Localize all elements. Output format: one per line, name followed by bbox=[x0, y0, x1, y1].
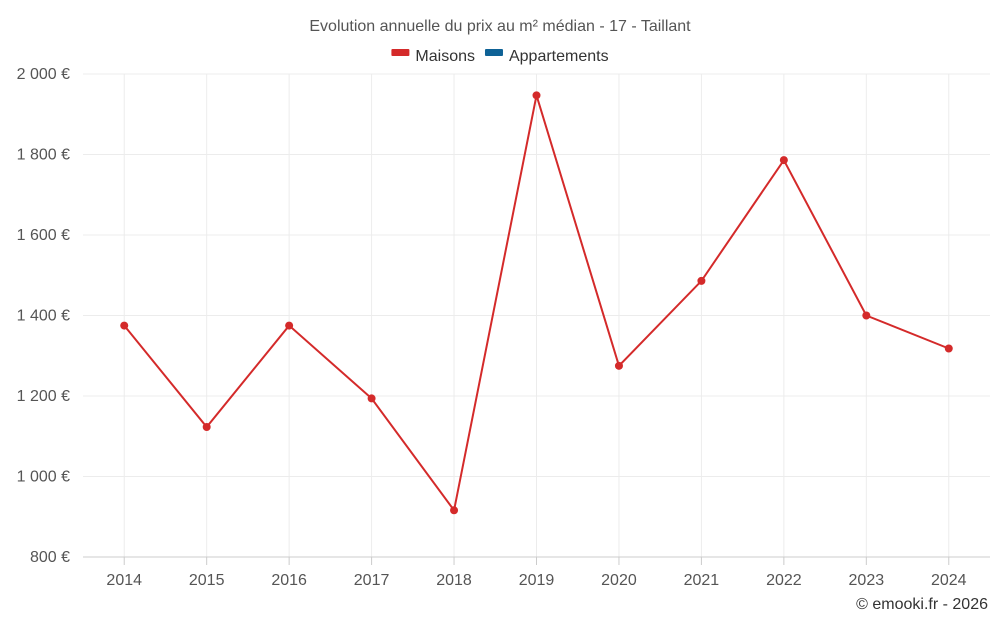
legend: Maisons Appartements bbox=[391, 48, 609, 65]
y-axis: 800 € 1 000 € 1 200 € 1 400 € 1 600 € 1 800 €… bbox=[17, 66, 70, 566]
legend-item-maisons[interactable]: Maisons bbox=[391, 48, 475, 65]
data-point[interactable] bbox=[285, 321, 294, 330]
data-point[interactable] bbox=[532, 91, 541, 100]
legend-swatch bbox=[391, 49, 410, 56]
x-tick-label: 2015 bbox=[189, 572, 225, 589]
y-tick-label: 2 000 € bbox=[17, 66, 70, 83]
legend-label: Maisons bbox=[415, 48, 475, 65]
x-tick-label: 2023 bbox=[849, 572, 885, 589]
y-tick-label: 1 200 € bbox=[17, 388, 70, 405]
data-point[interactable] bbox=[862, 311, 871, 320]
y-tick-label: 1 000 € bbox=[17, 469, 70, 486]
x-axis: 2014 2015 2016 2017 2018 2019 2020 2021 2022 2023… bbox=[83, 556, 990, 589]
series-layer bbox=[120, 91, 953, 515]
data-point[interactable] bbox=[614, 361, 623, 370]
data-point[interactable] bbox=[367, 394, 376, 403]
x-tick-label: 2024 bbox=[931, 572, 967, 589]
data-point[interactable] bbox=[450, 506, 459, 515]
data-point[interactable] bbox=[944, 344, 953, 353]
x-tick-label: 2018 bbox=[436, 572, 472, 589]
data-point[interactable] bbox=[697, 276, 706, 285]
gridlines bbox=[83, 73, 990, 557]
y-tick-label: 1 400 € bbox=[17, 308, 70, 325]
legend-item-appartements[interactable]: Appartements bbox=[484, 48, 609, 65]
data-point[interactable] bbox=[202, 422, 211, 431]
x-tick-label: 2019 bbox=[519, 572, 555, 589]
x-tick-label: 2017 bbox=[354, 572, 390, 589]
chart-title: Evolution annuelle du prix au m² médian … bbox=[309, 18, 691, 35]
legend-swatch bbox=[484, 49, 503, 56]
y-tick-label: 800 € bbox=[30, 549, 70, 566]
data-point[interactable] bbox=[779, 156, 788, 165]
data-point[interactable] bbox=[120, 321, 129, 330]
x-tick-label: 2021 bbox=[684, 572, 720, 589]
y-tick-label: 1 600 € bbox=[17, 227, 70, 244]
x-tick-label: 2020 bbox=[601, 572, 637, 589]
credit-text: © emooki.fr - 2026 bbox=[856, 596, 988, 613]
x-tick-label: 2014 bbox=[106, 572, 142, 589]
legend-label: Appartements bbox=[509, 48, 609, 65]
x-tick-label: 2022 bbox=[766, 572, 802, 589]
y-tick-label: 1 800 € bbox=[17, 147, 70, 164]
x-tick-label: 2016 bbox=[271, 572, 307, 589]
